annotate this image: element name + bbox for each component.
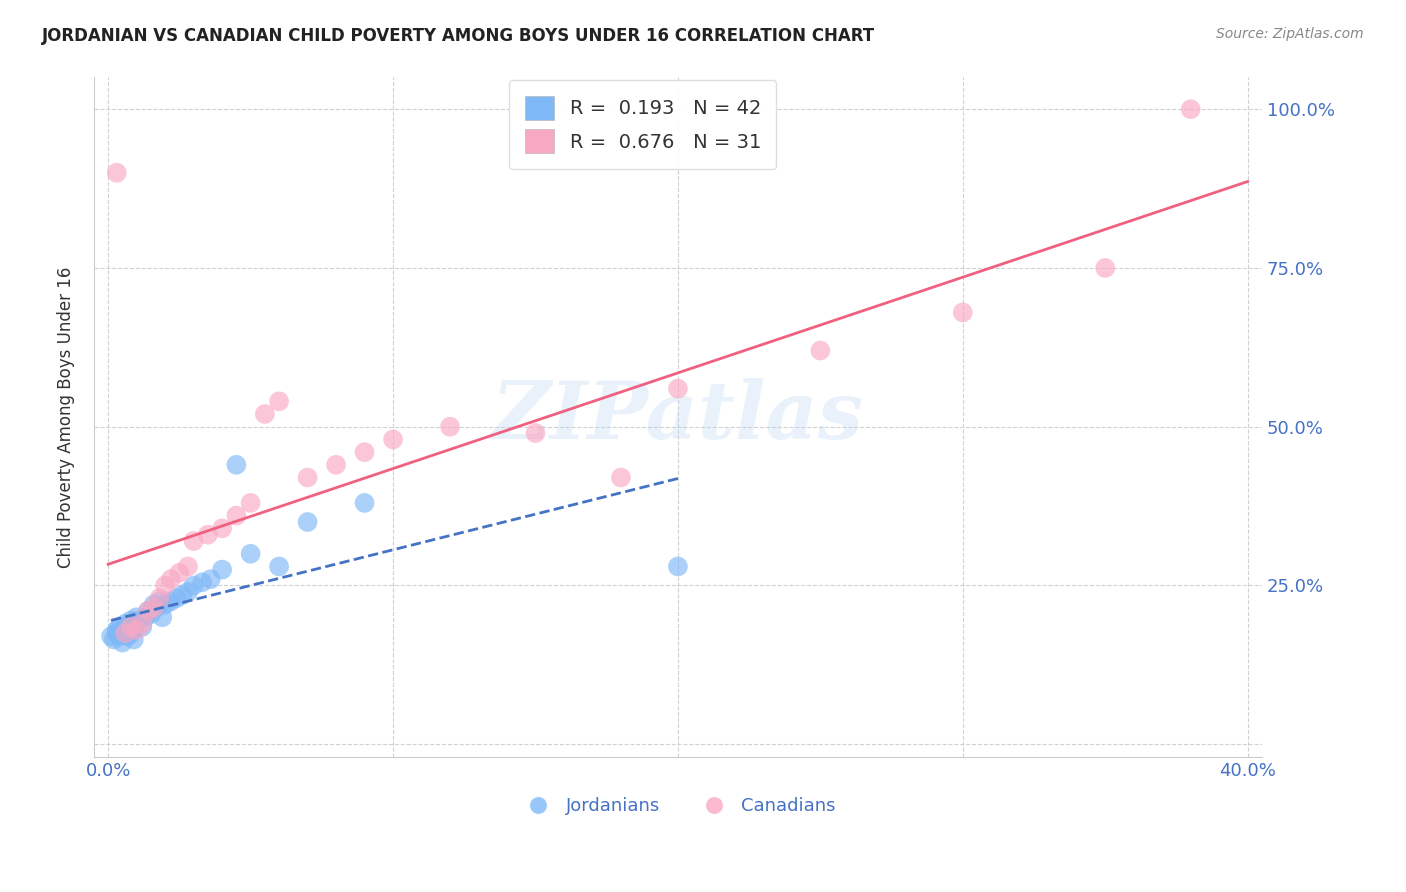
Point	[211, 521, 233, 535]
Point	[239, 547, 262, 561]
Point	[172, 588, 194, 602]
Point	[439, 419, 461, 434]
Point	[808, 343, 831, 358]
Point	[166, 591, 188, 606]
Point	[131, 616, 153, 631]
Point	[253, 407, 276, 421]
Point	[136, 604, 159, 618]
Point	[108, 620, 131, 634]
Point	[353, 496, 375, 510]
Point	[100, 629, 122, 643]
Point	[353, 445, 375, 459]
Point	[111, 626, 134, 640]
Point	[225, 458, 247, 472]
Point	[117, 620, 139, 634]
Point	[153, 578, 176, 592]
Point	[145, 600, 167, 615]
Text: Source: ZipAtlas.com: Source: ZipAtlas.com	[1216, 27, 1364, 41]
Point	[952, 305, 974, 319]
Point	[169, 566, 191, 580]
Point	[211, 563, 233, 577]
Point	[191, 575, 214, 590]
Point	[139, 607, 162, 621]
Point	[134, 610, 156, 624]
Point	[183, 534, 205, 549]
Point	[197, 527, 219, 541]
Point	[610, 470, 633, 484]
Point	[120, 620, 142, 634]
Point	[114, 623, 136, 637]
Point	[148, 591, 170, 606]
Point	[153, 598, 176, 612]
Point	[177, 559, 200, 574]
Point	[125, 610, 148, 624]
Point	[382, 433, 405, 447]
Point	[114, 616, 136, 631]
Point	[297, 515, 319, 529]
Point	[111, 635, 134, 649]
Point	[122, 632, 145, 647]
Point	[108, 629, 131, 643]
Legend: Jordanians, Canadians: Jordanians, Canadians	[513, 790, 842, 822]
Point	[200, 572, 222, 586]
Point	[117, 629, 139, 643]
Point	[225, 508, 247, 523]
Point	[666, 559, 689, 574]
Point	[120, 614, 142, 628]
Point	[325, 458, 347, 472]
Point	[666, 382, 689, 396]
Point	[142, 598, 165, 612]
Point	[269, 559, 291, 574]
Point	[177, 584, 200, 599]
Point	[150, 610, 173, 624]
Point	[160, 594, 183, 608]
Point	[105, 623, 128, 637]
Point	[160, 572, 183, 586]
Point	[297, 470, 319, 484]
Point	[105, 166, 128, 180]
Text: JORDANIAN VS CANADIAN CHILD POVERTY AMONG BOYS UNDER 16 CORRELATION CHART: JORDANIAN VS CANADIAN CHILD POVERTY AMON…	[42, 27, 876, 45]
Point	[105, 626, 128, 640]
Point	[103, 632, 125, 647]
Point	[142, 600, 165, 615]
Point	[114, 626, 136, 640]
Point	[125, 623, 148, 637]
Point	[239, 496, 262, 510]
Point	[148, 594, 170, 608]
Point	[1180, 102, 1202, 116]
Point	[136, 604, 159, 618]
Point	[125, 616, 148, 631]
Point	[183, 578, 205, 592]
Point	[269, 394, 291, 409]
Point	[524, 426, 547, 441]
Text: ZIPatlas: ZIPatlas	[492, 378, 863, 456]
Point	[131, 620, 153, 634]
Point	[122, 623, 145, 637]
Point	[120, 626, 142, 640]
Point	[128, 614, 150, 628]
Point	[1094, 260, 1116, 275]
Y-axis label: Child Poverty Among Boys Under 16: Child Poverty Among Boys Under 16	[58, 267, 75, 568]
